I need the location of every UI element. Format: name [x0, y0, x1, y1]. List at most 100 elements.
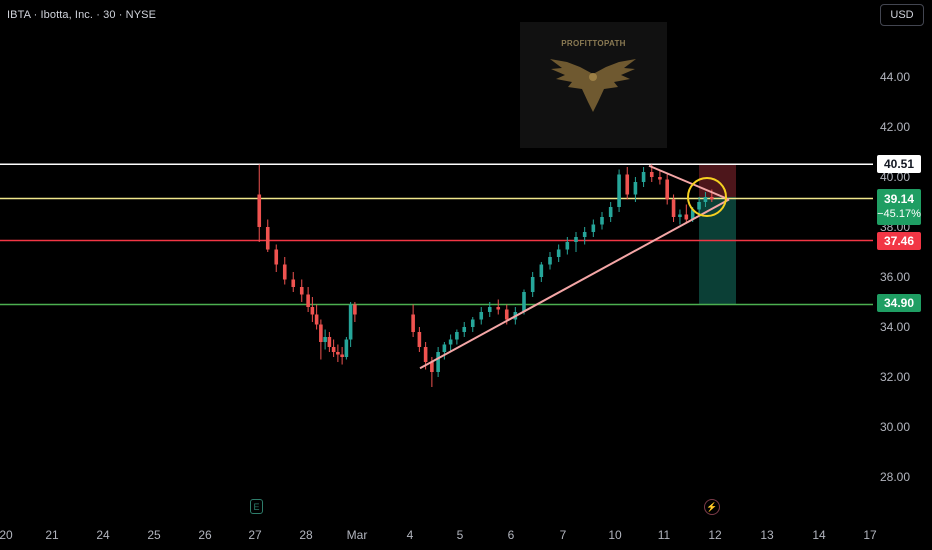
candle-body — [430, 362, 434, 372]
candle — [436, 347, 440, 377]
candle-body — [703, 197, 708, 202]
candle-body — [323, 337, 327, 342]
candle-body — [462, 327, 467, 332]
x-tick-label: 7 — [559, 528, 567, 542]
candle-body — [697, 202, 701, 210]
price-label-red: 37.46 — [877, 232, 921, 250]
x-tick-label: 26 — [198, 528, 212, 542]
candle-body — [556, 249, 561, 257]
candle — [574, 232, 578, 252]
x-tick-label: 4 — [406, 528, 414, 542]
candle-body — [327, 337, 332, 347]
candle — [331, 339, 336, 357]
y-tick-label: 32.00 — [879, 370, 910, 384]
candle-body — [591, 224, 596, 232]
candle — [310, 297, 315, 322]
candle-body — [344, 339, 349, 357]
candle-body — [710, 197, 714, 200]
candle — [684, 204, 689, 222]
candle — [282, 257, 287, 285]
watermark-text: PROFITTOPATH — [561, 39, 626, 48]
candle-body — [331, 347, 336, 352]
y-tick-label: 30.00 — [879, 420, 910, 434]
x-tick-label: 12 — [708, 528, 722, 542]
current-price-change: −45.17% — [877, 208, 921, 220]
eagle-icon — [550, 59, 636, 112]
candle — [417, 327, 422, 352]
candle-body — [665, 179, 669, 200]
x-tick-label: 13 — [760, 528, 774, 542]
candle — [591, 219, 596, 237]
candle-body — [658, 177, 662, 180]
candle-body — [423, 347, 428, 362]
candle — [348, 302, 353, 347]
candle — [257, 164, 262, 242]
trendline[interactable] — [648, 164, 730, 201]
candle — [323, 329, 327, 350]
candle — [448, 334, 453, 352]
y-tick-label: 42.00 — [879, 120, 910, 134]
candle — [539, 262, 544, 282]
candle — [462, 322, 467, 337]
candle-body — [470, 319, 475, 327]
candle — [678, 209, 682, 225]
candle — [548, 252, 552, 270]
y-tick-label: 44.00 — [879, 70, 910, 84]
candle-body — [574, 237, 578, 242]
y-tick-label: 28.00 — [879, 470, 910, 484]
candle-body — [582, 232, 587, 237]
candle-body — [310, 307, 315, 315]
symbol-title[interactable]: IBTA · Ibotta, Inc. · 30 · NYSE — [7, 9, 157, 21]
x-tick-label: 21 — [45, 528, 59, 542]
earnings-icon[interactable]: E — [250, 499, 263, 514]
candle-body — [625, 174, 630, 195]
candle-body — [565, 242, 570, 250]
candle-body — [548, 257, 552, 265]
candle-body — [487, 307, 492, 312]
candle-body — [353, 304, 357, 315]
candle — [319, 319, 323, 360]
y-tick-label: 36.00 — [879, 270, 910, 284]
current-price-label: 39.14 −45.17% — [877, 189, 921, 225]
candle-body — [649, 172, 654, 177]
candle-body — [530, 277, 535, 292]
flash-icon[interactable]: ⚡ — [704, 499, 720, 515]
highlight-ellipse — [687, 177, 727, 217]
candle — [479, 307, 484, 325]
candle — [641, 167, 646, 187]
trendline[interactable] — [419, 198, 730, 370]
candle-body — [671, 199, 676, 217]
candle-body — [684, 214, 689, 220]
candle — [665, 174, 669, 205]
candle — [582, 227, 587, 245]
x-tick-label: 14 — [812, 528, 826, 542]
candle — [697, 197, 701, 215]
candle-body — [678, 214, 682, 217]
candle — [470, 317, 475, 332]
watermark-logo: PROFITTOPATH — [520, 22, 667, 148]
candle — [291, 272, 296, 292]
candle-body — [641, 172, 646, 182]
candle-body — [617, 174, 621, 207]
candle-body — [340, 354, 344, 357]
candle-body — [348, 304, 353, 340]
candle-body — [442, 344, 447, 352]
candle — [314, 304, 319, 330]
candle-body — [633, 182, 638, 195]
candle — [565, 237, 570, 255]
currency-button[interactable]: USD — [880, 4, 924, 26]
candle — [703, 192, 708, 207]
candle-body — [274, 249, 279, 265]
candle — [600, 212, 604, 230]
candle-body — [690, 209, 695, 220]
price-label-green: 34.90 — [877, 294, 921, 312]
x-tick-label: 10 — [608, 528, 622, 542]
x-tick-label: 27 — [248, 528, 262, 542]
x-tick-label: 11 — [657, 528, 671, 542]
candle — [530, 272, 535, 297]
x-tick-label: 28 — [299, 528, 313, 542]
current-price-value: 39.14 — [883, 192, 915, 206]
candle-body — [411, 314, 415, 332]
candle-body — [299, 287, 304, 295]
